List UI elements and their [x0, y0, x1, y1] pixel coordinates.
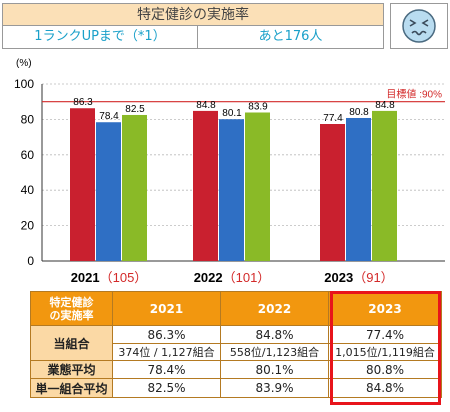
bar: [219, 119, 244, 262]
bar: [96, 122, 121, 262]
x-tick-label: 2021（105）: [71, 270, 148, 285]
bar-value-label: 80.8: [349, 107, 369, 118]
bar-value-label: 77.4: [323, 113, 343, 124]
bar: [346, 117, 371, 261]
y-tick-label: 20: [21, 219, 35, 233]
header-box: 特定健診の実施率 1ランクUPまで（*1） あと176人: [2, 3, 384, 49]
year-header: 2022: [220, 291, 329, 326]
single-cell: 82.5%: [112, 378, 221, 398]
bar: [193, 110, 218, 262]
rank-up-label: 1ランクUPまで（*1）: [3, 26, 198, 48]
x-tick-label: 2023（91）: [324, 270, 393, 285]
y-tick-label: 60: [21, 148, 35, 162]
bar: [245, 112, 270, 261]
x-tick-year: 2022: [194, 270, 223, 285]
page-title: 特定健診の実施率: [3, 4, 383, 26]
row-label-single: 単一組合平均: [30, 378, 113, 398]
bar: [372, 110, 397, 262]
bar-value-label: 83.9: [248, 101, 268, 112]
face-panel: [390, 3, 448, 49]
own-rank-cell: 558位/1,123組合: [220, 343, 329, 361]
table-corner-header: 特定健診 の実施率: [30, 291, 113, 326]
own-rate-cell: 77.4%: [328, 325, 442, 344]
y-tick-label: 100: [14, 77, 34, 91]
single-cell: 83.9%: [220, 378, 329, 398]
x-tick-count: （105）: [100, 270, 148, 285]
own-rate-cell: 84.8%: [220, 325, 329, 344]
x-tick-label: 2022（101）: [194, 270, 271, 285]
x-tick-count: （101）: [223, 270, 271, 285]
x-tick-year: 2023: [324, 270, 353, 285]
x-tick-count: （91）: [353, 270, 393, 285]
bar: [70, 108, 95, 262]
y-tick-label: 0: [27, 254, 34, 268]
row-label-industry: 業態平均: [30, 360, 113, 379]
y-tick-label: 80: [21, 112, 35, 126]
single-cell: 84.8%: [328, 378, 442, 398]
bar-value-label: 84.8: [196, 100, 216, 111]
bar: [320, 124, 345, 261]
bar-value-label: 82.5: [125, 104, 145, 115]
row-label-own: 当組合: [30, 325, 113, 361]
highlight-frame-2023: [330, 291, 441, 405]
bar: [122, 114, 147, 261]
worried-face-icon: [402, 9, 436, 43]
bar-value-label: 80.1: [222, 108, 242, 119]
y-tick-label: 40: [21, 183, 35, 197]
bar-value-label: 84.8: [375, 100, 395, 111]
bar-value-label: 86.3: [73, 97, 93, 108]
target-label: 目標値 :90%: [386, 88, 442, 101]
bar-value-label: 78.4: [99, 111, 119, 122]
own-rank-cell: 374位 / 1,127組合: [112, 343, 221, 361]
y-axis-unit: (%): [16, 58, 32, 69]
year-header: 2021: [112, 291, 221, 326]
rate-table: 特定健診 の実施率 2021 2022 2023 当組合 86.3% 84.8%…: [30, 291, 442, 398]
year-header: 2023: [328, 291, 442, 326]
own-rate-cell: 86.3%: [112, 325, 221, 344]
industry-cell: 80.1%: [220, 360, 329, 379]
x-tick-year: 2021: [71, 270, 100, 285]
own-rank-cell: 1,015位/1,119組合: [328, 343, 442, 361]
industry-cell: 78.4%: [112, 360, 221, 379]
remaining-count: あと176人: [258, 29, 323, 44]
